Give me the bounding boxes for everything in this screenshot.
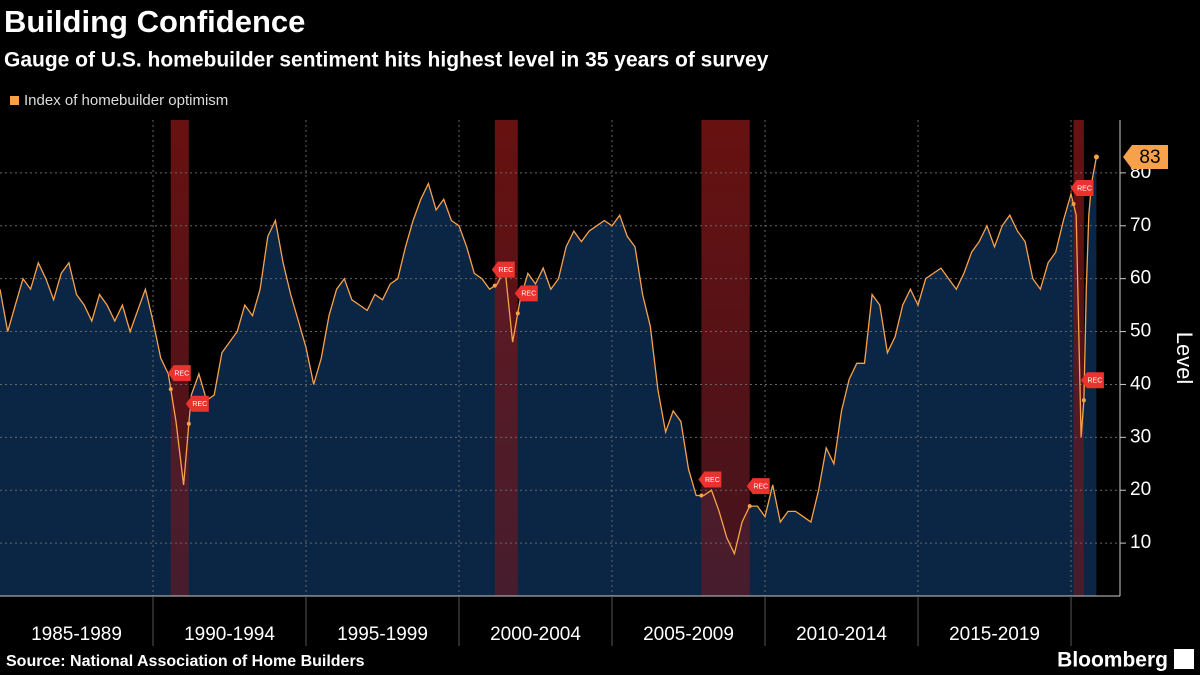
recession-band	[1073, 120, 1084, 596]
plot-area: RECRECRECRECRECRECRECREC1020304050607080…	[0, 120, 1168, 646]
chart-title: Building Confidence	[4, 4, 305, 39]
x-tick-label: 2010-2014	[796, 624, 887, 645]
x-tick-label: 1995-1999	[337, 624, 428, 645]
rec-flag-label: REC	[192, 401, 207, 408]
y-tick-label: 50	[1130, 321, 1151, 342]
x-tick-label: 1985-1989	[31, 624, 122, 645]
rec-flag-label: REC	[521, 291, 536, 298]
x-tick-label: 1990-1994	[184, 624, 275, 645]
rec-flag-label: REC	[705, 477, 720, 484]
rec-flag	[1070, 180, 1094, 196]
y-axis-label: Level	[1172, 332, 1197, 385]
rec-flag-label: REC	[1088, 378, 1103, 385]
source: Source: National Association of Home Bui…	[6, 653, 365, 670]
recession-band	[494, 120, 518, 596]
y-tick-label: 10	[1130, 532, 1151, 553]
last-value-label: 83	[1139, 147, 1160, 168]
recession-band	[170, 120, 189, 596]
chart-subtitle: Gauge of U.S. homebuilder sentiment hits…	[4, 49, 769, 72]
y-tick-label: 70	[1130, 215, 1151, 236]
recession-band	[701, 120, 750, 596]
rec-flag-label: REC	[753, 483, 768, 490]
brand: Bloomberg	[1057, 649, 1168, 672]
y-tick-label: 20	[1130, 479, 1151, 500]
rec-point	[1071, 202, 1076, 206]
rec-flag	[1080, 372, 1104, 389]
x-tick-label: 2005-2009	[643, 624, 734, 645]
rec-point	[747, 504, 752, 509]
brand-logo	[1174, 649, 1194, 669]
line	[0, 156, 1098, 556]
rec-flag	[491, 261, 515, 278]
rec-point	[699, 493, 704, 498]
y-tick-label: 30	[1130, 426, 1151, 447]
rec-point	[186, 421, 191, 426]
rec-point	[168, 387, 173, 392]
rec-flag-label: REC	[498, 267, 513, 274]
rec-point	[1081, 398, 1086, 403]
last-point	[1093, 154, 1099, 160]
legend-swatch	[10, 96, 19, 105]
rec-flag-label: REC	[1077, 185, 1092, 192]
rec-flag-label: REC	[174, 370, 189, 377]
rec-flag	[514, 285, 538, 302]
rec-point	[515, 311, 520, 316]
rec-flag	[185, 395, 209, 412]
last-value-box	[1123, 145, 1168, 170]
rec-flag	[698, 471, 722, 488]
y-tick-label: 40	[1130, 373, 1151, 394]
rec-point	[492, 283, 497, 288]
x-tick-label: 2000-2004	[490, 624, 581, 645]
rec-flag	[167, 365, 191, 382]
area	[0, 157, 1097, 596]
y-tick-label: 60	[1130, 268, 1151, 289]
x-tick-label: 2015-2019	[949, 624, 1040, 645]
legend-label: Index of homebuilder optimism	[24, 92, 228, 109]
rec-flag	[746, 478, 770, 495]
